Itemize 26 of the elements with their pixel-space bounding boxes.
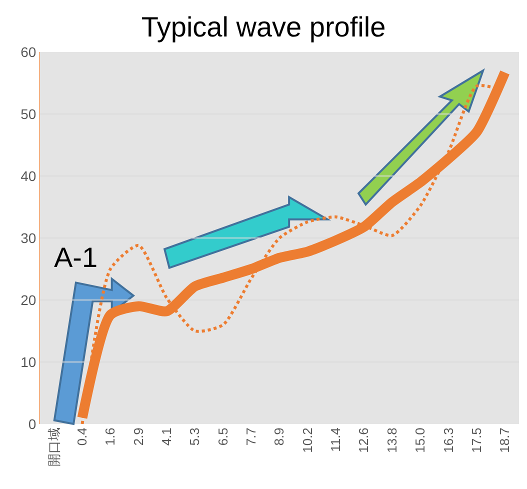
x-tick-label: 5.3 xyxy=(187,428,202,446)
x-tick-label: 0.4 xyxy=(74,428,90,446)
x-tick-label: 8.9 xyxy=(272,428,287,446)
x-tick-label: 10.2 xyxy=(300,428,315,453)
x-tick-label: 1.6 xyxy=(102,428,118,446)
y-tick-label: 50 xyxy=(20,106,36,122)
y-tick-label: 20 xyxy=(20,292,36,308)
y-tick-label: 10 xyxy=(20,354,36,370)
x-tick-label: 18.7 xyxy=(497,428,512,453)
x-tick-label: 2.9 xyxy=(130,428,146,446)
x-tick-label: 11.4 xyxy=(328,428,344,452)
x-tick-label: 16.3 xyxy=(440,428,456,453)
y-tick-label: 0 xyxy=(28,416,36,432)
x-tick-label: 12.6 xyxy=(356,428,372,453)
chart-title: Typical wave profile xyxy=(141,12,386,43)
annotation: A-1 xyxy=(54,242,98,273)
x-tick-label: 17.5 xyxy=(468,428,484,453)
x-tick-label: 7.7 xyxy=(244,428,259,446)
y-tick-label: 40 xyxy=(20,168,36,184)
x-tick-label: 6.5 xyxy=(215,428,230,446)
x-tick-label: 13.8 xyxy=(384,428,400,453)
y-tick-label: 30 xyxy=(20,230,36,246)
x-tick-label: 4.1 xyxy=(159,428,174,446)
x-tick-label: 15.0 xyxy=(412,428,428,453)
y-tick-label: 60 xyxy=(20,44,36,60)
x-tick-label: 開口域 xyxy=(46,428,62,467)
